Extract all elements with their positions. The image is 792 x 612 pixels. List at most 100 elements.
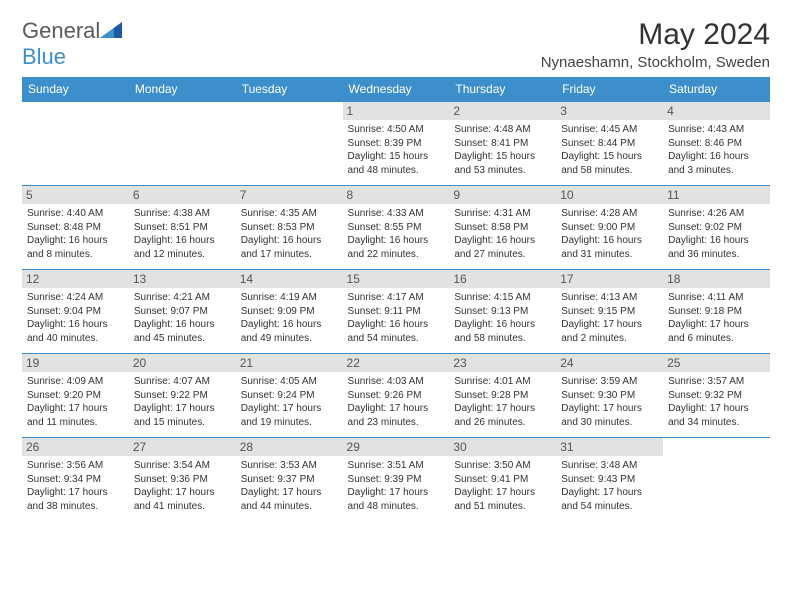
daylight-text: Daylight: 16 hours and 3 minutes. [668,150,765,177]
calendar-cell [236,102,343,186]
daylight-text: Daylight: 17 hours and 11 minutes. [27,402,124,429]
sunset-text: Sunset: 9:26 PM [348,389,445,403]
calendar-cell: 26Sunrise: 3:56 AMSunset: 9:34 PMDayligh… [22,438,129,522]
sunset-text: Sunset: 8:51 PM [134,221,231,235]
calendar-cell: 4Sunrise: 4:43 AMSunset: 8:46 PMDaylight… [663,102,770,186]
daylight-text: Daylight: 17 hours and 54 minutes. [561,486,658,513]
day-number: 27 [129,438,236,456]
daylight-text: Daylight: 16 hours and 40 minutes. [27,318,124,345]
sunrise-text: Sunrise: 4:03 AM [348,375,445,389]
weekday-header: Friday [556,77,663,102]
sunrise-text: Sunrise: 3:51 AM [348,459,445,473]
sunrise-text: Sunrise: 4:07 AM [134,375,231,389]
daylight-text: Daylight: 15 hours and 48 minutes. [348,150,445,177]
daylight-text: Daylight: 17 hours and 41 minutes. [134,486,231,513]
day-number: 8 [343,186,450,204]
calendar-cell: 13Sunrise: 4:21 AMSunset: 9:07 PMDayligh… [129,270,236,354]
daylight-text: Daylight: 16 hours and 45 minutes. [134,318,231,345]
day-number: 11 [663,186,770,204]
calendar-cell: 12Sunrise: 4:24 AMSunset: 9:04 PMDayligh… [22,270,129,354]
daylight-text: Daylight: 17 hours and 2 minutes. [561,318,658,345]
daylight-text: Daylight: 16 hours and 22 minutes. [348,234,445,261]
calendar-cell: 23Sunrise: 4:01 AMSunset: 9:28 PMDayligh… [449,354,556,438]
daylight-text: Daylight: 17 hours and 34 minutes. [668,402,765,429]
weekday-header: Thursday [449,77,556,102]
daylight-text: Daylight: 17 hours and 26 minutes. [454,402,551,429]
title-block: May 2024 Nynaeshamn, Stockholm, Sweden [541,18,770,71]
day-number: 24 [556,354,663,372]
sunset-text: Sunset: 9:15 PM [561,305,658,319]
logo: General Blue [22,18,122,70]
calendar-cell: 9Sunrise: 4:31 AMSunset: 8:58 PMDaylight… [449,186,556,270]
day-number: 25 [663,354,770,372]
day-number: 3 [556,102,663,120]
logo-text-general: General [22,18,100,43]
calendar-cell: 27Sunrise: 3:54 AMSunset: 9:36 PMDayligh… [129,438,236,522]
logo-text: General Blue [22,18,122,70]
daylight-text: Daylight: 17 hours and 23 minutes. [348,402,445,429]
sunset-text: Sunset: 8:53 PM [241,221,338,235]
sunrise-text: Sunrise: 3:56 AM [27,459,124,473]
calendar-cell: 31Sunrise: 3:48 AMSunset: 9:43 PMDayligh… [556,438,663,522]
day-number: 10 [556,186,663,204]
sunrise-text: Sunrise: 4:35 AM [241,207,338,221]
sunset-text: Sunset: 9:04 PM [27,305,124,319]
sunrise-text: Sunrise: 4:09 AM [27,375,124,389]
sunset-text: Sunset: 8:39 PM [348,137,445,151]
sunrise-text: Sunrise: 4:38 AM [134,207,231,221]
sunrise-text: Sunrise: 4:15 AM [454,291,551,305]
calendar-cell: 21Sunrise: 4:05 AMSunset: 9:24 PMDayligh… [236,354,343,438]
sunset-text: Sunset: 9:13 PM [454,305,551,319]
daylight-text: Daylight: 16 hours and 17 minutes. [241,234,338,261]
daylight-text: Daylight: 17 hours and 30 minutes. [561,402,658,429]
header: General Blue May 2024 Nynaeshamn, Stockh… [22,18,770,71]
daylight-text: Daylight: 16 hours and 27 minutes. [454,234,551,261]
calendar-row: 12Sunrise: 4:24 AMSunset: 9:04 PMDayligh… [22,270,770,354]
calendar-cell [129,102,236,186]
calendar-cell: 19Sunrise: 4:09 AMSunset: 9:20 PMDayligh… [22,354,129,438]
calendar-cell: 16Sunrise: 4:15 AMSunset: 9:13 PMDayligh… [449,270,556,354]
sunset-text: Sunset: 9:36 PM [134,473,231,487]
sunset-text: Sunset: 8:58 PM [454,221,551,235]
sunrise-text: Sunrise: 4:50 AM [348,123,445,137]
day-number: 31 [556,438,663,456]
daylight-text: Daylight: 17 hours and 19 minutes. [241,402,338,429]
page-title: May 2024 [541,18,770,52]
sunset-text: Sunset: 8:46 PM [668,137,765,151]
calendar-row: 1Sunrise: 4:50 AMSunset: 8:39 PMDaylight… [22,102,770,186]
calendar-cell: 20Sunrise: 4:07 AMSunset: 9:22 PMDayligh… [129,354,236,438]
calendar-cell: 7Sunrise: 4:35 AMSunset: 8:53 PMDaylight… [236,186,343,270]
day-number: 20 [129,354,236,372]
daylight-text: Daylight: 17 hours and 48 minutes. [348,486,445,513]
logo-triangle-icon [100,22,122,38]
sunrise-text: Sunrise: 4:43 AM [668,123,765,137]
sunrise-text: Sunrise: 4:28 AM [561,207,658,221]
daylight-text: Daylight: 16 hours and 12 minutes. [134,234,231,261]
calendar-cell: 15Sunrise: 4:17 AMSunset: 9:11 PMDayligh… [343,270,450,354]
sunset-text: Sunset: 9:00 PM [561,221,658,235]
day-number: 9 [449,186,556,204]
sunrise-text: Sunrise: 4:45 AM [561,123,658,137]
sunset-text: Sunset: 9:43 PM [561,473,658,487]
page-subtitle: Nynaeshamn, Stockholm, Sweden [541,54,770,71]
sunset-text: Sunset: 8:44 PM [561,137,658,151]
calendar-table: Sunday Monday Tuesday Wednesday Thursday… [22,77,770,522]
weekday-header: Saturday [663,77,770,102]
day-number: 13 [129,270,236,288]
sunset-text: Sunset: 9:22 PM [134,389,231,403]
sunset-text: Sunset: 9:02 PM [668,221,765,235]
sunset-text: Sunset: 8:41 PM [454,137,551,151]
sunrise-text: Sunrise: 4:01 AM [454,375,551,389]
sunrise-text: Sunrise: 4:11 AM [668,291,765,305]
day-number: 16 [449,270,556,288]
sunset-text: Sunset: 9:41 PM [454,473,551,487]
daylight-text: Daylight: 17 hours and 51 minutes. [454,486,551,513]
weekday-header: Tuesday [236,77,343,102]
sunset-text: Sunset: 9:24 PM [241,389,338,403]
calendar-cell: 1Sunrise: 4:50 AMSunset: 8:39 PMDaylight… [343,102,450,186]
sunset-text: Sunset: 9:37 PM [241,473,338,487]
sunset-text: Sunset: 9:28 PM [454,389,551,403]
sunrise-text: Sunrise: 4:13 AM [561,291,658,305]
calendar-cell: 22Sunrise: 4:03 AMSunset: 9:26 PMDayligh… [343,354,450,438]
calendar-cell: 30Sunrise: 3:50 AMSunset: 9:41 PMDayligh… [449,438,556,522]
